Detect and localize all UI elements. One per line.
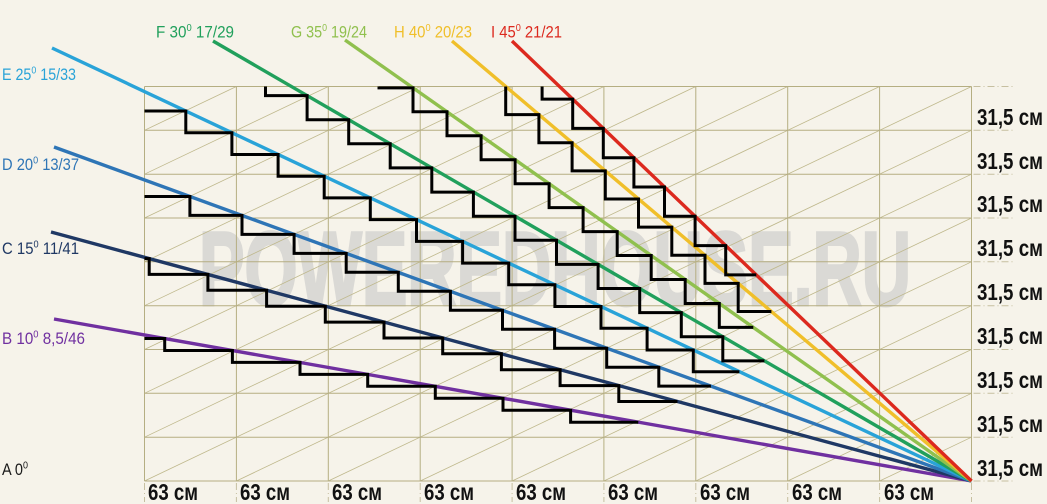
svg-text:31,5 см: 31,5 см xyxy=(977,235,1043,261)
svg-text:63 см: 63 см xyxy=(516,479,566,504)
svg-text:31,5 см: 31,5 см xyxy=(977,411,1043,437)
svg-text:H 400 20/23: H 400 20/23 xyxy=(394,23,472,41)
svg-text:63 см: 63 см xyxy=(884,479,934,504)
svg-text:63 см: 63 см xyxy=(608,479,658,504)
svg-text:G 350 19/24: G 350 19/24 xyxy=(291,23,367,41)
svg-text:31,5 см: 31,5 см xyxy=(977,279,1043,305)
svg-text:31,5 см: 31,5 см xyxy=(977,455,1043,481)
svg-text:E 250 15/33: E 250 15/33 xyxy=(2,66,76,84)
svg-text:63 см: 63 см xyxy=(424,479,474,504)
svg-text:31,5 см: 31,5 см xyxy=(977,367,1043,393)
svg-text:A 00: A 00 xyxy=(2,461,28,479)
svg-text:63 см: 63 см xyxy=(148,479,198,504)
svg-text:F 300 17/29: F 300 17/29 xyxy=(156,23,234,41)
svg-text:31,5 см: 31,5 см xyxy=(977,191,1043,217)
svg-text:C 150 11/41: C 150 11/41 xyxy=(2,240,79,258)
svg-text:D 200 13/37: D 200 13/37 xyxy=(2,156,79,174)
svg-text:I 450 21/21: I 450 21/21 xyxy=(491,23,562,41)
svg-text:63 см: 63 см xyxy=(332,479,382,504)
svg-text:B 100 8,5/46: B 100 8,5/46 xyxy=(2,330,85,348)
svg-text:63 см: 63 см xyxy=(240,479,290,504)
svg-text:31,5 см: 31,5 см xyxy=(977,148,1043,174)
svg-text:31,5 см: 31,5 см xyxy=(977,104,1043,130)
svg-text:31,5 см: 31,5 см xyxy=(977,323,1043,349)
svg-text:63 см: 63 см xyxy=(792,479,842,504)
svg-text:63 см: 63 см xyxy=(700,479,750,504)
